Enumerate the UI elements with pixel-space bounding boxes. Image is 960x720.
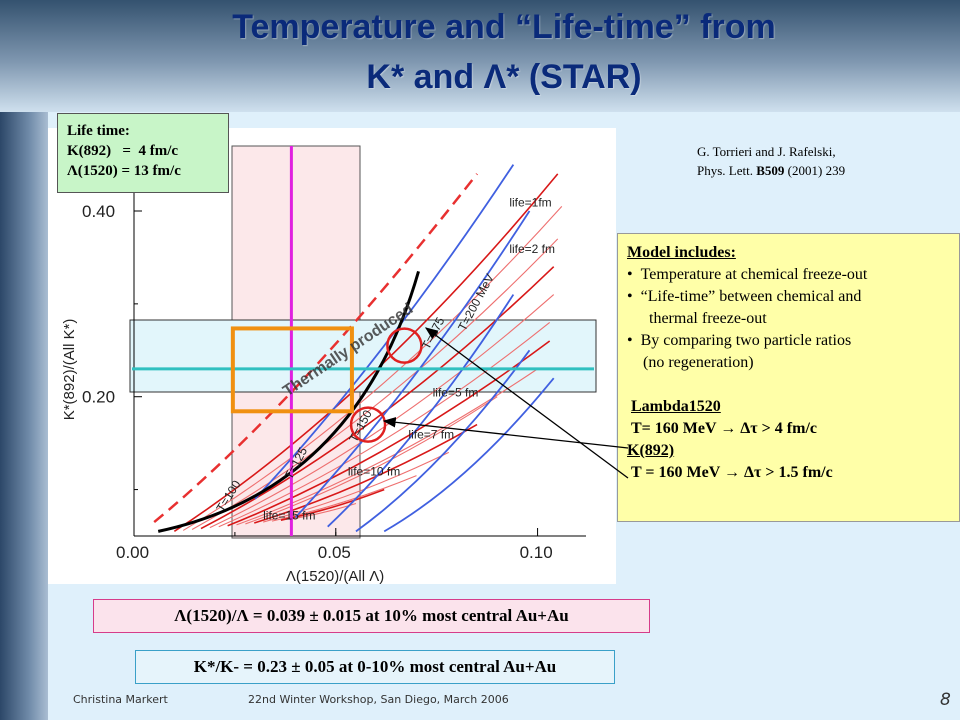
reference-volume: B509 [756,163,785,178]
slide-title-line2: K* and Λ* (STAR) [366,58,642,96]
lifetime-label: life=7 fm [408,428,454,442]
life-time-box: Life time: K(892) = 4 fm/c Λ(1520) = 13 … [57,113,229,193]
k-ratio-result: K*/K- = 0.23 ± 0.05 at 0-10% most centra… [135,650,615,684]
reference-authors: G. Torrieri and J. Rafelski, [697,144,836,159]
temperature-curve [294,210,531,519]
lifetime-curve [254,423,478,524]
lambda-ratio-result: Λ(1520)/Λ = 0.039 ± 0.015 at 10% most ce… [93,599,650,633]
lifetime-curve [209,294,555,529]
y-axis-label: K*(892)/(All K*) [61,319,78,421]
y-tick-label: 0.40 [82,202,115,221]
bullet-text: By comparing two particle ratios [640,332,852,349]
reference-citation: G. Torrieri and J. Rafelski, Phys. Lett.… [697,142,845,180]
lifetime-curve [245,396,498,525]
overlap-box [230,326,354,414]
lambda1520-label: Lambda1520 [631,398,721,415]
model-bullet-temperature: • Temperature at chemical freeze-out [627,266,868,283]
x-tick-label: 0.00 [116,543,149,562]
thermal-dashed-line [153,173,479,524]
bullet-text: Temperature at chemical freeze-out [640,266,868,283]
lifetime-label: life=10 fm [348,465,400,479]
model-bullet-ratios: • By comparing two particle ratios [627,332,852,349]
lambda1520-result: T= 160 MeV → Δτ > 4 fm/c [631,420,817,437]
k892-label: K(892) [627,442,675,459]
y-tick-label: 0.20 [82,388,115,407]
lifetime-curve [173,173,559,533]
temperature-curve [355,349,531,533]
reference-pages-year: (2001) 239 [784,163,846,178]
lifetime-label: life=2 fm [509,242,555,256]
model-bullet-lifetime: • “Life-time” between chemical and [627,288,862,305]
page-number: 8 [940,690,951,710]
arrow-to-k-point [424,327,629,479]
lifetime-curve [182,205,563,531]
slide-header [0,0,960,112]
lifetime-label: life=5 fm [433,386,479,400]
lifetime-curve [218,322,551,528]
lifetime-label: life=15 fm [263,508,315,522]
model-bullet-ratios-cont: (no regeneration) [643,354,754,371]
lifetime-label: life=1fm [509,195,551,209]
chart-lines [132,146,594,537]
bullet-text: “Life-time” between chemical and [640,288,862,305]
slide-title-line1: Temperature and “Life-time” from [232,8,776,46]
lifetime-curve [200,266,555,530]
model-heading: Model includes: [627,244,736,261]
reference-journal: Phys. Lett. B509 (2001) 239 [697,161,845,180]
lifetime-curve [227,340,551,527]
k892-result: T = 160 MeV → Δτ > 1.5 fm/c [631,464,833,481]
model-plot: 0.00 0.05 0.10 0.20 0.40 Λ(1520)/(All Λ) K*(89… [48,128,616,585]
lifetime-curve [271,475,417,522]
lifetime-curve [191,238,559,530]
lifetime-curve [236,368,538,526]
k-ratio-band [129,319,597,393]
footer-author: Christina Markert [73,693,168,706]
x-tick-label: 0.05 [318,543,351,562]
chart-svg: 0.00 0.05 0.10 0.20 0.40 Λ(1520)/(All Λ) K*(89… [61,145,597,585]
life-time-heading: Life time: [67,123,130,139]
footer-event: 22nd Winter Workshop, San Diego, March 2… [248,693,509,706]
life-time-lambda1520: Λ(1520) = 13 fm/c [67,163,181,179]
temperature-curve [383,377,555,533]
black-model-curve [157,270,420,533]
model-includes-box: Model includes: • Temperature at chemica… [617,233,960,522]
reference-journal-name: Phys. Lett. [697,163,757,178]
life-time-k892: K(892) = 4 fm/c [67,143,179,159]
x-axis-label: Λ(1520)/(All Λ) [286,568,384,584]
slide-sidebar [0,0,48,720]
model-bullet-lifetime-cont: thermal freeze-out [649,310,767,327]
arrow-to-lambda-point [382,417,629,449]
k-point-circle [386,327,423,364]
x-tick-label: 0.10 [520,543,553,562]
lifetime-curve [263,451,450,523]
